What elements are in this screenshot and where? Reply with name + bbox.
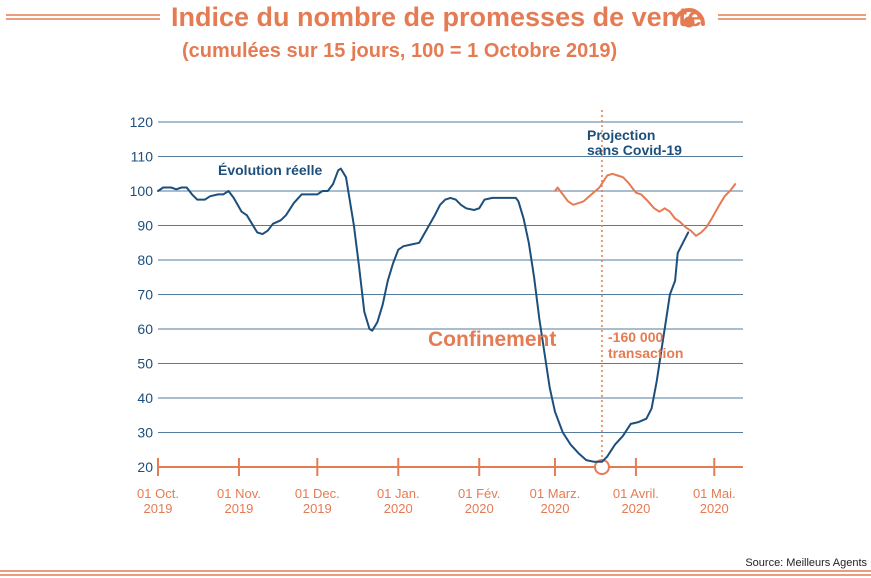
x-tick-year-1: 2019 [224, 501, 253, 516]
x-tick-label-6: 01 Avril. [613, 486, 659, 501]
series-line-projection [554, 172, 737, 237]
y-tick-30: 30 [137, 425, 153, 441]
header-rules [6, 14, 866, 20]
x-tick-label-2: 01 Dec. [295, 486, 340, 501]
lockdown-marker [593, 110, 610, 475]
x-tick-year-3: 2020 [384, 501, 413, 516]
series-lines [157, 167, 737, 463]
chart-title: Indice du nombre de promesses de vente [171, 2, 702, 32]
x-tick-year-5: 2020 [541, 501, 570, 516]
source-note: Source: Meilleurs Agents [745, 557, 867, 569]
y-tick-80: 80 [137, 252, 153, 268]
x-tick-label-5: 01 Marz. [530, 486, 581, 501]
y-tick-70: 70 [137, 287, 153, 303]
x-tick-label-7: 01 Mai. [693, 486, 736, 501]
y-tick-labels: 20 30 40 50 60 70 80 90 100 110 120 [130, 114, 154, 475]
x-tick-label-1: 01 Nov. [217, 486, 261, 501]
label-lockdown: Confinement [428, 328, 556, 351]
label-actual: Évolution réelle [218, 162, 322, 178]
y-tick-50: 50 [137, 356, 153, 372]
y-tick-60: 60 [137, 321, 153, 337]
y-tick-40: 40 [137, 390, 153, 406]
x-tick-label-4: 01 Fév. [458, 486, 500, 501]
y-tick-90: 90 [137, 218, 153, 234]
x-tick-year-7: 2020 [700, 501, 729, 516]
y-tick-120: 120 [130, 114, 154, 130]
label-projection-line2: sans Covid-19 [587, 142, 682, 158]
x-axis [157, 458, 743, 476]
target-icon [673, 8, 705, 28]
label-gap-line2: transaction [608, 345, 683, 361]
x-tick-year-6: 2020 [621, 501, 650, 516]
label-gap-line1: -160 000 [608, 329, 663, 345]
x-tick-label-3: 01 Jan. [377, 486, 420, 501]
series-line-actual [157, 167, 690, 463]
chart-subtitle: (cumulées sur 15 jours, 100 = 1 Octobre … [182, 40, 617, 62]
x-tick-label-0: 01 Oct. [137, 486, 179, 501]
footer-rules [0, 570, 871, 576]
y-gridlines [158, 121, 743, 433]
label-projection-line1: Projection [587, 127, 655, 143]
x-tick-year-4: 2020 [465, 501, 494, 516]
x-tick-year-0: 2019 [144, 501, 173, 516]
x-tick-year-2: 2019 [303, 501, 332, 516]
y-tick-100: 100 [130, 183, 154, 199]
y-tick-110: 110 [131, 149, 154, 165]
y-tick-20: 20 [137, 459, 153, 475]
lockdown-circle [593, 459, 610, 475]
